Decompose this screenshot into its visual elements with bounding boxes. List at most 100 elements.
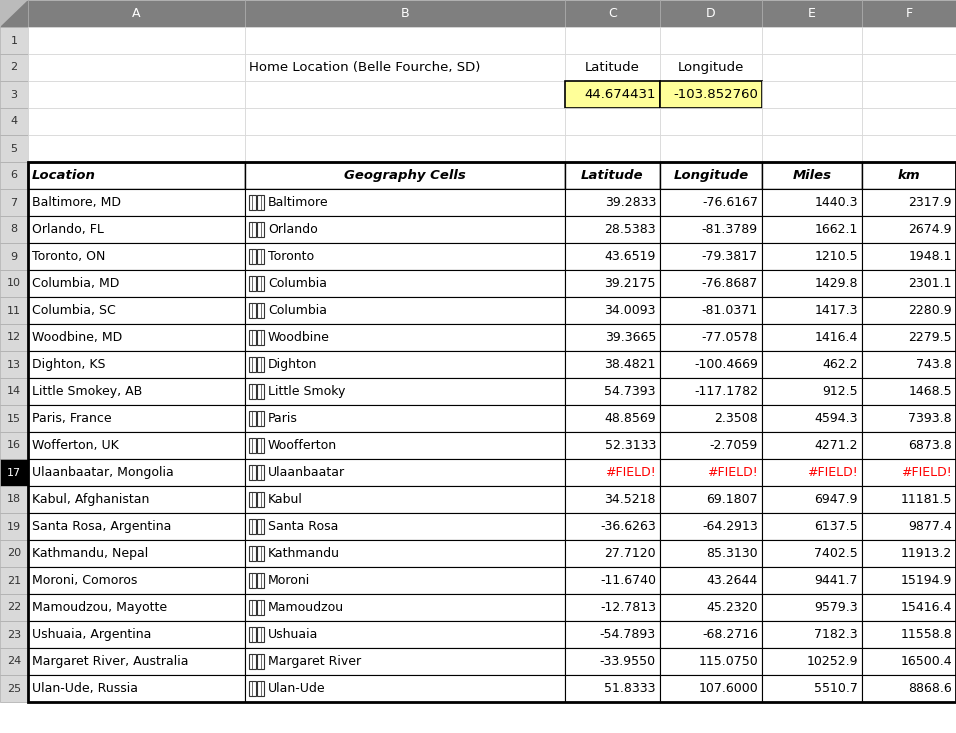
Bar bbox=[660, 351, 762, 378]
Text: 462.2: 462.2 bbox=[822, 358, 858, 371]
Text: 39.3665: 39.3665 bbox=[604, 331, 656, 344]
Bar bbox=[862, 567, 956, 594]
Text: Margaret River, Australia: Margaret River, Australia bbox=[32, 655, 188, 668]
Polygon shape bbox=[0, 0, 28, 27]
Bar bbox=[0, 675, 28, 702]
Bar bbox=[249, 249, 255, 264]
Bar bbox=[660, 621, 762, 648]
Text: 52.3133: 52.3133 bbox=[604, 439, 656, 452]
Text: 34.0093: 34.0093 bbox=[604, 304, 656, 317]
Bar bbox=[0, 108, 28, 135]
Text: -2.7059: -2.7059 bbox=[709, 439, 758, 452]
Bar bbox=[660, 594, 762, 621]
Bar bbox=[249, 384, 255, 399]
Bar bbox=[565, 297, 660, 324]
Text: 28.5383: 28.5383 bbox=[604, 223, 656, 236]
Bar bbox=[660, 378, 762, 405]
Bar bbox=[862, 324, 956, 351]
Bar bbox=[28, 243, 245, 270]
Bar bbox=[762, 378, 862, 405]
Bar bbox=[0, 27, 28, 54]
Bar bbox=[28, 351, 245, 378]
Text: 2317.9: 2317.9 bbox=[908, 196, 952, 209]
Bar bbox=[245, 351, 565, 378]
Text: A: A bbox=[132, 7, 141, 20]
Bar bbox=[0, 513, 28, 540]
Bar bbox=[257, 546, 264, 561]
Text: Baltimore, MD: Baltimore, MD bbox=[32, 196, 121, 209]
Bar bbox=[565, 513, 660, 540]
Bar bbox=[28, 324, 245, 351]
Text: 1468.5: 1468.5 bbox=[908, 385, 952, 398]
Text: 54.7393: 54.7393 bbox=[604, 385, 656, 398]
Text: 39.2175: 39.2175 bbox=[604, 277, 656, 290]
Text: #FIELD!: #FIELD! bbox=[605, 466, 656, 479]
Bar bbox=[28, 54, 245, 81]
Bar bbox=[762, 0, 862, 27]
Bar bbox=[862, 270, 956, 297]
Text: 22: 22 bbox=[7, 603, 21, 613]
Text: 17: 17 bbox=[7, 468, 21, 477]
Bar bbox=[762, 243, 862, 270]
Bar bbox=[0, 54, 28, 81]
Text: Woodbine: Woodbine bbox=[268, 331, 330, 344]
Bar bbox=[660, 216, 762, 243]
Text: 2279.5: 2279.5 bbox=[908, 331, 952, 344]
Bar bbox=[0, 648, 28, 675]
Text: Wofferton, UK: Wofferton, UK bbox=[32, 439, 119, 452]
Text: 1429.8: 1429.8 bbox=[815, 277, 858, 290]
Bar bbox=[0, 378, 28, 405]
Bar bbox=[660, 162, 762, 189]
Text: #FIELD!: #FIELD! bbox=[807, 466, 858, 479]
Bar bbox=[660, 405, 762, 432]
Bar bbox=[249, 276, 255, 291]
Bar bbox=[660, 270, 762, 297]
Text: Paris: Paris bbox=[268, 412, 297, 425]
Bar bbox=[565, 486, 660, 513]
Bar bbox=[660, 432, 762, 459]
Bar bbox=[762, 189, 862, 216]
Text: 11913.2: 11913.2 bbox=[901, 547, 952, 560]
Bar bbox=[762, 351, 862, 378]
Text: 45.2320: 45.2320 bbox=[706, 601, 758, 614]
Text: Little Smokey, AB: Little Smokey, AB bbox=[32, 385, 142, 398]
Text: Columbia: Columbia bbox=[268, 304, 327, 317]
Bar bbox=[245, 189, 565, 216]
Bar bbox=[862, 486, 956, 513]
Bar bbox=[28, 567, 245, 594]
Bar bbox=[0, 135, 28, 162]
Text: Mamoudzou: Mamoudzou bbox=[268, 601, 344, 614]
Text: 16: 16 bbox=[7, 441, 21, 451]
Bar bbox=[862, 0, 956, 27]
Bar bbox=[257, 195, 264, 210]
Text: -11.6740: -11.6740 bbox=[600, 574, 656, 587]
Text: 115.0750: 115.0750 bbox=[698, 655, 758, 668]
Bar bbox=[660, 243, 762, 270]
Text: 9: 9 bbox=[11, 251, 17, 262]
Text: #FIELD!: #FIELD! bbox=[902, 466, 952, 479]
Bar bbox=[0, 567, 28, 594]
Bar bbox=[565, 189, 660, 216]
Bar bbox=[660, 540, 762, 567]
Text: B: B bbox=[401, 7, 409, 20]
Text: 5: 5 bbox=[11, 144, 17, 153]
Text: Latitude: Latitude bbox=[585, 61, 640, 74]
Text: 39.2833: 39.2833 bbox=[604, 196, 656, 209]
Bar bbox=[762, 27, 862, 54]
Text: Woodbine, MD: Woodbine, MD bbox=[32, 331, 122, 344]
Text: 1662.1: 1662.1 bbox=[815, 223, 858, 236]
Bar bbox=[565, 270, 660, 297]
Bar bbox=[245, 270, 565, 297]
Bar bbox=[245, 324, 565, 351]
Bar bbox=[257, 465, 264, 480]
Text: 3: 3 bbox=[11, 89, 17, 100]
Text: Moroni: Moroni bbox=[268, 574, 310, 587]
Bar bbox=[762, 81, 862, 108]
Text: 4: 4 bbox=[11, 117, 17, 127]
Bar bbox=[257, 411, 264, 426]
Text: 1: 1 bbox=[11, 35, 17, 45]
Bar bbox=[660, 135, 762, 162]
Text: 107.6000: 107.6000 bbox=[698, 682, 758, 695]
Bar bbox=[565, 243, 660, 270]
Text: -76.8687: -76.8687 bbox=[702, 277, 758, 290]
